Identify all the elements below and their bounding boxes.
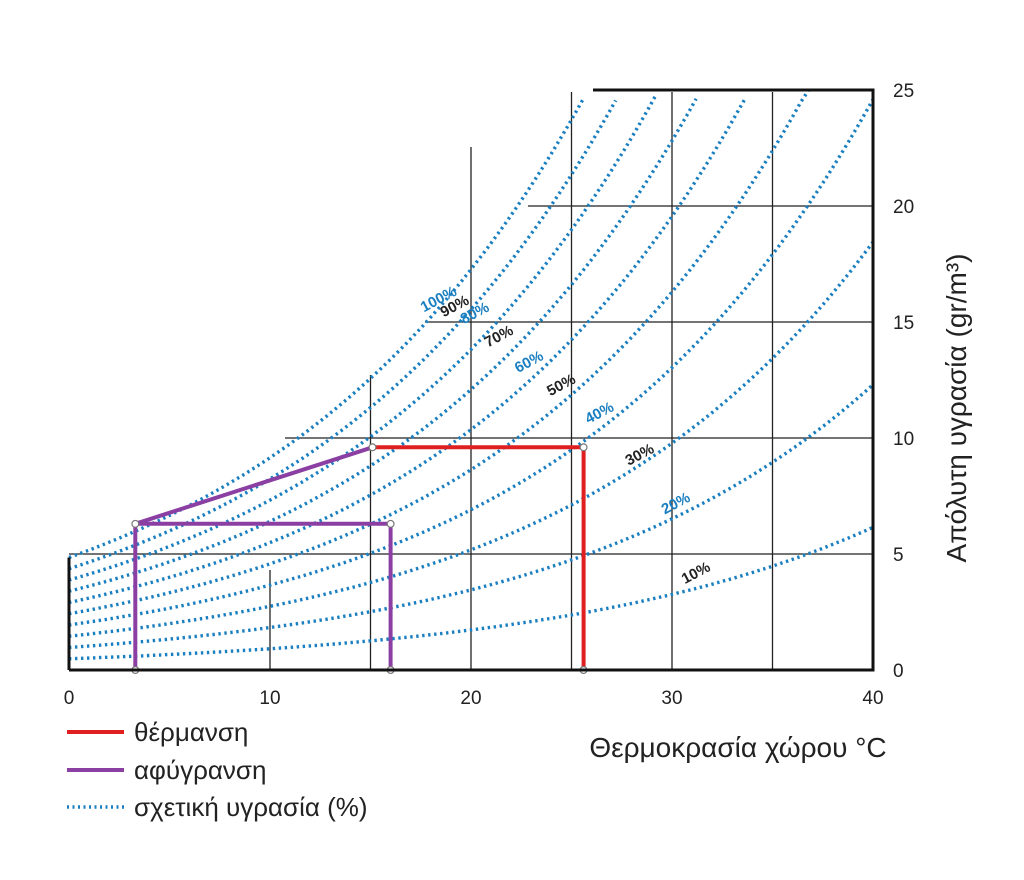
rh-labels: 100%90%80%70%60%50%40%30%20%10% xyxy=(418,283,713,588)
x-axis-ticks: 0 10 20 30 40 xyxy=(64,688,884,709)
y-axis-ticks: 0 5 10 15 20 25 xyxy=(893,81,914,682)
legend-label-heating: θέρμανση xyxy=(134,717,248,747)
grid xyxy=(69,92,873,670)
rh-label-40: 40% xyxy=(582,399,616,428)
y-tick-label: 20 xyxy=(893,197,914,218)
rh-curve-80 xyxy=(68,94,658,582)
y-axis-title: Απόλυτη υγρασία (gr/m³) xyxy=(941,254,972,563)
x-tick-label: 30 xyxy=(661,688,682,709)
legend: θέρμανση αφύγρανση σχετική υγρασία (%) xyxy=(67,717,368,822)
y-tick-label: 25 xyxy=(893,81,914,102)
rh-curve-70 xyxy=(68,97,698,593)
y-tick-label: 15 xyxy=(893,313,914,334)
y-tick-label: 10 xyxy=(893,429,914,450)
series-line-0 xyxy=(372,445,586,670)
rh-curve-30 xyxy=(68,240,875,638)
y-tick-label: 0 xyxy=(893,661,904,682)
legend-label-dehumidification: αφύγρανση xyxy=(134,755,266,785)
series-line-1 xyxy=(133,521,393,670)
plot-frame xyxy=(67,88,875,672)
rh-curve-60 xyxy=(68,98,746,605)
rh-label-50: 50% xyxy=(544,371,578,400)
rh-curve-20 xyxy=(68,383,875,650)
process-lines xyxy=(131,443,588,674)
rh-curve-50 xyxy=(68,89,811,616)
series-line-2 xyxy=(134,445,374,526)
y-tick-label: 5 xyxy=(893,545,904,566)
x-tick-label: 40 xyxy=(862,688,883,709)
legend-label-relative-humidity: σχετική υγρασία (%) xyxy=(134,792,368,822)
rh-curve-90 xyxy=(68,99,618,571)
state-point xyxy=(368,443,377,452)
rh-curve-10 xyxy=(68,525,874,661)
rh-curve-40 xyxy=(68,98,875,627)
x-tick-label: 0 xyxy=(64,688,75,709)
rh-label-60: 60% xyxy=(512,348,546,377)
rh-label-10: 10% xyxy=(679,559,713,588)
rh-label-70: 70% xyxy=(482,322,516,351)
x-axis-title: Θερμοκρασία χώρου °C xyxy=(589,732,886,763)
state-point xyxy=(131,519,140,528)
rh-curves xyxy=(68,89,875,661)
state-point xyxy=(386,519,395,528)
state-point xyxy=(579,443,588,452)
x-tick-label: 20 xyxy=(460,688,481,709)
rh-curve-100 xyxy=(68,97,586,560)
rh-label-20: 20% xyxy=(659,489,693,518)
x-tick-label: 10 xyxy=(259,688,280,709)
